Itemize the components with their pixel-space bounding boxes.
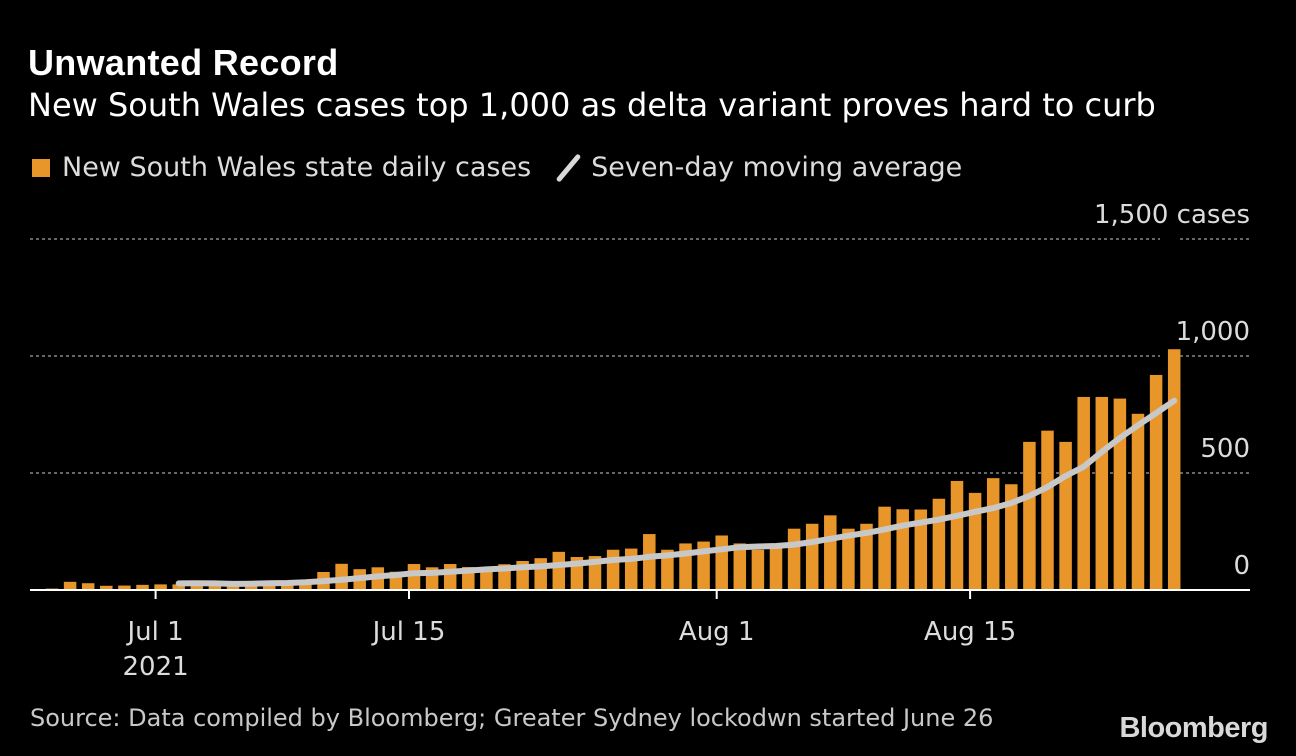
bar <box>1131 413 1145 590</box>
bar <box>81 583 95 590</box>
bar <box>914 509 928 590</box>
x-tick-label: Aug 15 <box>924 617 1016 647</box>
chart-subtitle: New South Wales cases top 1,000 as delta… <box>28 86 1156 124</box>
bar <box>968 492 982 590</box>
y-tick-label: 0 <box>1233 551 1250 581</box>
bar <box>226 586 240 590</box>
bar <box>1149 374 1163 590</box>
bar <box>824 515 837 590</box>
bar <box>1041 430 1054 590</box>
bar <box>606 549 620 590</box>
bar <box>244 583 258 590</box>
bar <box>715 535 728 590</box>
bar <box>805 523 819 590</box>
bar <box>1113 398 1127 590</box>
bar <box>624 548 638 590</box>
x-tick-sublabel: 2021 <box>123 652 189 682</box>
bar <box>896 509 909 590</box>
bar <box>1023 441 1036 590</box>
x-tick-label: Jul 15 <box>371 617 446 647</box>
bar <box>136 584 149 590</box>
bar <box>769 543 783 590</box>
bar <box>751 549 765 590</box>
bar <box>860 523 873 590</box>
legend-bar-swatch <box>32 158 50 177</box>
bar <box>172 584 185 590</box>
bar <box>63 581 77 590</box>
bar <box>100 585 113 590</box>
bar <box>154 584 167 590</box>
y-tick-label: 1,500 cases <box>1094 200 1250 230</box>
source-note: Source: Data compiled by Bloomberg; Grea… <box>30 704 994 732</box>
x-tick-label: Aug 1 <box>679 617 755 647</box>
bar <box>661 549 674 590</box>
legend-bars-label: New South Wales state daily cases <box>62 152 532 183</box>
chart-title: Unwanted Record <box>28 42 339 83</box>
y-tick-label: 500 <box>1200 434 1250 464</box>
bar <box>534 558 547 590</box>
bar <box>950 480 964 590</box>
bar <box>552 551 566 590</box>
x-tick-label: Jul 1 <box>126 617 184 647</box>
bar <box>407 564 421 590</box>
bar <box>643 534 656 590</box>
bar <box>1077 396 1090 590</box>
bar <box>842 528 855 590</box>
brand-logo: Bloomberg <box>1119 712 1268 744</box>
bar <box>787 528 801 590</box>
bar <box>932 498 946 590</box>
bar <box>281 583 294 590</box>
bar <box>1005 484 1018 590</box>
bar <box>1059 441 1072 590</box>
bar <box>986 478 1000 590</box>
legend-line-label: Seven-day moving average <box>591 152 963 183</box>
legend: New South Wales state daily cases Seven-… <box>32 152 962 183</box>
bar <box>1095 396 1109 590</box>
bar <box>1167 349 1181 590</box>
bar <box>443 564 457 590</box>
bar <box>190 582 204 590</box>
bar <box>733 543 747 590</box>
moving-average-line <box>175 397 1178 587</box>
bar <box>480 567 493 590</box>
bar <box>118 585 131 590</box>
y-tick-label: 1,000 <box>1176 317 1250 347</box>
bar <box>878 506 891 590</box>
